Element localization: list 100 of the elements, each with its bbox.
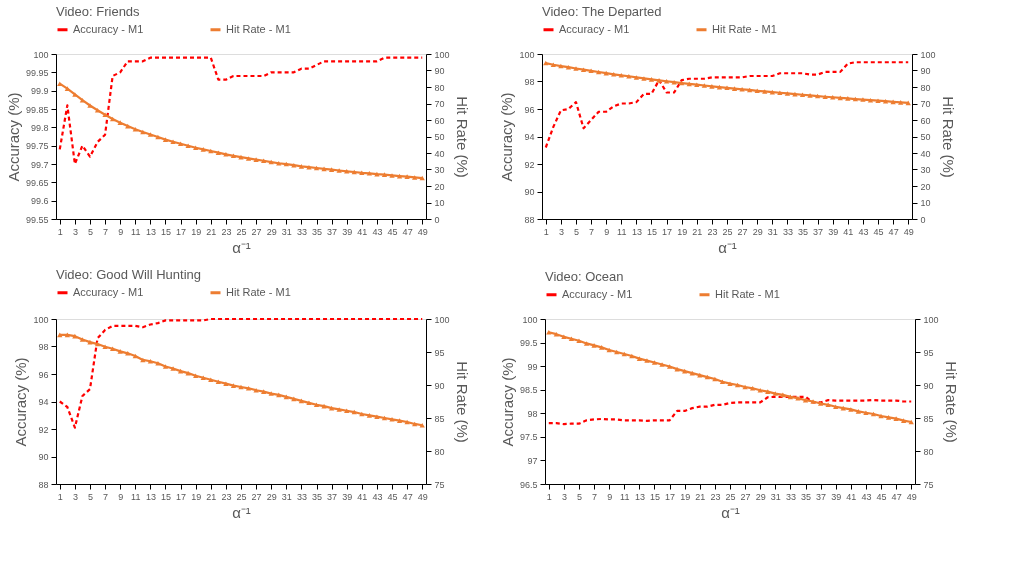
- y2-tick-label: 20: [920, 181, 931, 192]
- x-tick-label: 23: [707, 226, 718, 237]
- point: [709, 84, 715, 89]
- point: [611, 72, 617, 77]
- x-tick-label: 33: [296, 226, 307, 237]
- y-tick-label: 100: [33, 314, 49, 325]
- point: [787, 394, 794, 400]
- x-tick-label: 41: [846, 491, 857, 502]
- point: [396, 173, 403, 179]
- point: [716, 84, 723, 90]
- x-tick-label: 29: [266, 226, 277, 237]
- point: [810, 399, 816, 404]
- point: [230, 383, 237, 388]
- point: [389, 173, 395, 178]
- point: [777, 90, 783, 96]
- point: [64, 332, 70, 338]
- point: [780, 392, 786, 398]
- point: [328, 167, 335, 172]
- x-tick-label: 37: [816, 491, 827, 502]
- point: [757, 387, 763, 393]
- point: [117, 120, 123, 125]
- point: [261, 389, 267, 394]
- y-tick-label: 99.8: [30, 122, 49, 133]
- y2-tick-label: 75: [434, 479, 445, 490]
- y2-tick-label: 90: [923, 380, 934, 391]
- point: [750, 386, 756, 391]
- point: [734, 382, 741, 388]
- x-axis-title: α⁻¹: [232, 238, 251, 256]
- x-tick-label: 7: [103, 491, 109, 502]
- x-tick-label: 47: [402, 491, 413, 502]
- point: [573, 66, 579, 71]
- x-axis-title: α⁻¹: [232, 503, 251, 521]
- point: [283, 394, 289, 400]
- x-tick-label: 15: [646, 226, 657, 237]
- x-tick-label: 41: [357, 226, 368, 237]
- x-tick-label: 17: [176, 491, 187, 502]
- legend-label: Accuracy - M1: [559, 22, 630, 35]
- y-tick-label: 99.65: [25, 177, 49, 188]
- point: [261, 158, 267, 164]
- x-tick-label: 23: [710, 491, 721, 502]
- point: [885, 415, 892, 420]
- x-axis-title: α⁻¹: [718, 238, 737, 256]
- point: [268, 391, 274, 396]
- point: [313, 165, 320, 171]
- y-tick-label: 92: [38, 424, 49, 435]
- y2-tick-label: 20: [434, 181, 445, 192]
- x-tick-label: 5: [573, 226, 579, 237]
- point: [772, 391, 778, 396]
- point: [762, 89, 768, 94]
- x-tick-label: 37: [327, 491, 338, 502]
- x-tick-label: 47: [891, 491, 902, 502]
- y-tick-label: 99.7: [30, 159, 49, 170]
- point: [641, 76, 647, 81]
- point: [253, 157, 259, 162]
- point: [568, 336, 575, 342]
- point: [727, 381, 733, 386]
- x-tick-label: 45: [876, 491, 887, 502]
- point: [94, 341, 101, 347]
- point: [132, 126, 138, 132]
- point: [162, 137, 169, 142]
- y2-tick-label: 60: [920, 115, 931, 126]
- y2-tick-label: 50: [920, 132, 931, 142]
- y-axis-title: Accuracy (%): [4, 92, 22, 182]
- chart-title: Video: Ocean: [545, 269, 624, 284]
- y2-tick-label: 100: [434, 314, 450, 325]
- x-tick-label: 17: [662, 226, 673, 237]
- y-tick-label: 90: [38, 452, 49, 462]
- y-tick-label: 92: [524, 159, 535, 170]
- x-tick-label: 3: [72, 491, 78, 502]
- y-tick-label: 90: [524, 187, 535, 197]
- legend-label: Hit Rate - M1: [712, 22, 777, 35]
- point: [561, 334, 567, 340]
- point: [656, 78, 662, 83]
- y-tick-label: 99.55: [25, 214, 49, 225]
- point: [724, 85, 730, 91]
- point: [200, 147, 206, 152]
- x-tick-label: 31: [767, 226, 778, 237]
- y-tick-label: 100: [33, 49, 49, 60]
- x-tick-label: 33: [296, 491, 307, 502]
- y2-tick-label: 75: [923, 479, 934, 490]
- x-tick-label: 15: [649, 491, 660, 502]
- point: [845, 96, 851, 101]
- line-series: [544, 61, 910, 149]
- point: [633, 75, 640, 80]
- y-tick-label: 99.5: [519, 338, 538, 349]
- point: [814, 93, 821, 99]
- x-tick-label: 45: [387, 226, 398, 237]
- y-tick-label: 100: [519, 49, 535, 60]
- y2-tick-label: 80: [434, 82, 445, 93]
- point: [591, 343, 597, 348]
- x-tick-label: 13: [634, 491, 645, 502]
- point: [389, 417, 395, 422]
- line-series: [58, 56, 424, 166]
- y2-tick-label: 30: [920, 165, 931, 175]
- point: [291, 162, 297, 168]
- point: [765, 389, 771, 394]
- point: [898, 100, 904, 105]
- y2-tick-label: 0: [920, 214, 926, 225]
- y2-tick-label: 95: [434, 347, 445, 358]
- point: [94, 107, 101, 113]
